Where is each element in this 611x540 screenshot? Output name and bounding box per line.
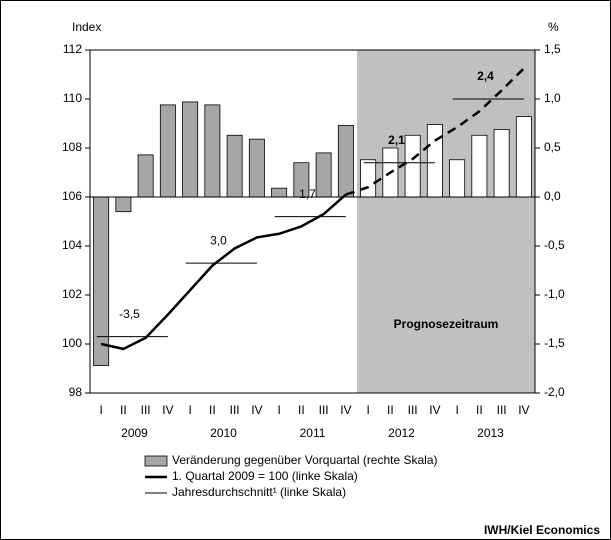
y-tick-label: 104 [62, 238, 82, 252]
line [100, 193, 347, 351]
x-tick-label: III [319, 403, 329, 417]
bar [204, 104, 221, 198]
line-forecast [345, 67, 525, 196]
x-tick-label: II [387, 403, 394, 417]
y2-tick-label: -2,0 [544, 385, 565, 399]
year-label: 2012 [388, 426, 415, 440]
bar [182, 101, 199, 198]
x-tick-label: I [99, 403, 102, 417]
x-tick-label: I [188, 403, 191, 417]
bar [515, 116, 532, 198]
bar [226, 134, 243, 198]
bar [159, 104, 176, 198]
forecast-region [357, 50, 535, 393]
source: IWH/Kiel Economics [484, 523, 600, 537]
bar [315, 152, 332, 198]
x-tick-label: IV [518, 403, 529, 417]
annual-label: 1,7 [299, 187, 316, 201]
y-tick-label: 110 [63, 91, 82, 105]
year-label: 2013 [477, 426, 504, 440]
x-tick-label: III [497, 403, 507, 417]
y2-tick-label: 1,0 [544, 91, 561, 105]
y2-tick-label: 1,5 [544, 42, 561, 56]
x-tick-label: III [230, 403, 240, 417]
y-tick-label: 98 [69, 385, 83, 399]
y2-tick-label: -0,5 [544, 238, 565, 252]
year-label: 2009 [121, 426, 148, 440]
legend-label: Jahresdurchschnitt¹ (linke Skala) [172, 485, 346, 499]
legend-label: Veränderung gegenüber Vorquartal (rechte… [172, 453, 438, 467]
y2-axis-label: % [548, 20, 559, 34]
year-label: 2010 [210, 426, 237, 440]
bar [493, 128, 510, 198]
legend-swatch [144, 455, 168, 467]
bar [271, 187, 288, 198]
y2-tick-label: 0,0 [544, 189, 561, 203]
legend-label: 1. Quartal 2009 = 100 (linke Skala) [172, 469, 358, 483]
y-tick-label: 106 [62, 189, 82, 203]
forecast-label: Prognosezeitraum [394, 317, 499, 331]
y2-tick-label: -1,5 [544, 336, 565, 350]
bar [360, 159, 377, 198]
bar [248, 138, 265, 198]
x-tick-label: II [298, 403, 305, 417]
y-tick-label: 100 [62, 336, 82, 350]
y-tick-label: 102 [62, 287, 82, 301]
bar [137, 154, 154, 198]
x-tick-label: IV [251, 403, 262, 417]
bar [426, 124, 443, 198]
year-label: 2011 [300, 426, 326, 440]
y2-tick-label: -1,0 [544, 287, 565, 301]
x-tick-label: I [366, 403, 369, 417]
x-tick-label: IV [340, 403, 351, 417]
y2-tick-label: 0,5 [544, 140, 561, 154]
x-tick-label: I [455, 403, 458, 417]
plot-frame [89, 49, 536, 394]
bar [93, 196, 110, 366]
bar [471, 134, 488, 198]
x-tick-label: II [476, 403, 483, 417]
annual-label: 2,1 [388, 133, 405, 147]
annual-label: -3,5 [119, 307, 140, 321]
x-tick-label: II [209, 403, 216, 417]
annual-label: 2,4 [477, 69, 494, 83]
x-tick-label: III [141, 403, 151, 417]
x-tick-label: I [277, 403, 280, 417]
bar [115, 196, 132, 213]
x-tick-label: III [408, 403, 418, 417]
y-tick-label: 112 [63, 42, 82, 56]
y-tick-label: 108 [62, 140, 82, 154]
bar [337, 125, 354, 198]
x-tick-label: IV [429, 403, 440, 417]
bar [449, 159, 466, 198]
bar [404, 134, 421, 198]
x-tick-label: II [120, 403, 127, 417]
x-tick-label: IV [162, 403, 173, 417]
annual-label: 3,0 [210, 233, 227, 247]
y-axis-label: Index [72, 20, 101, 34]
